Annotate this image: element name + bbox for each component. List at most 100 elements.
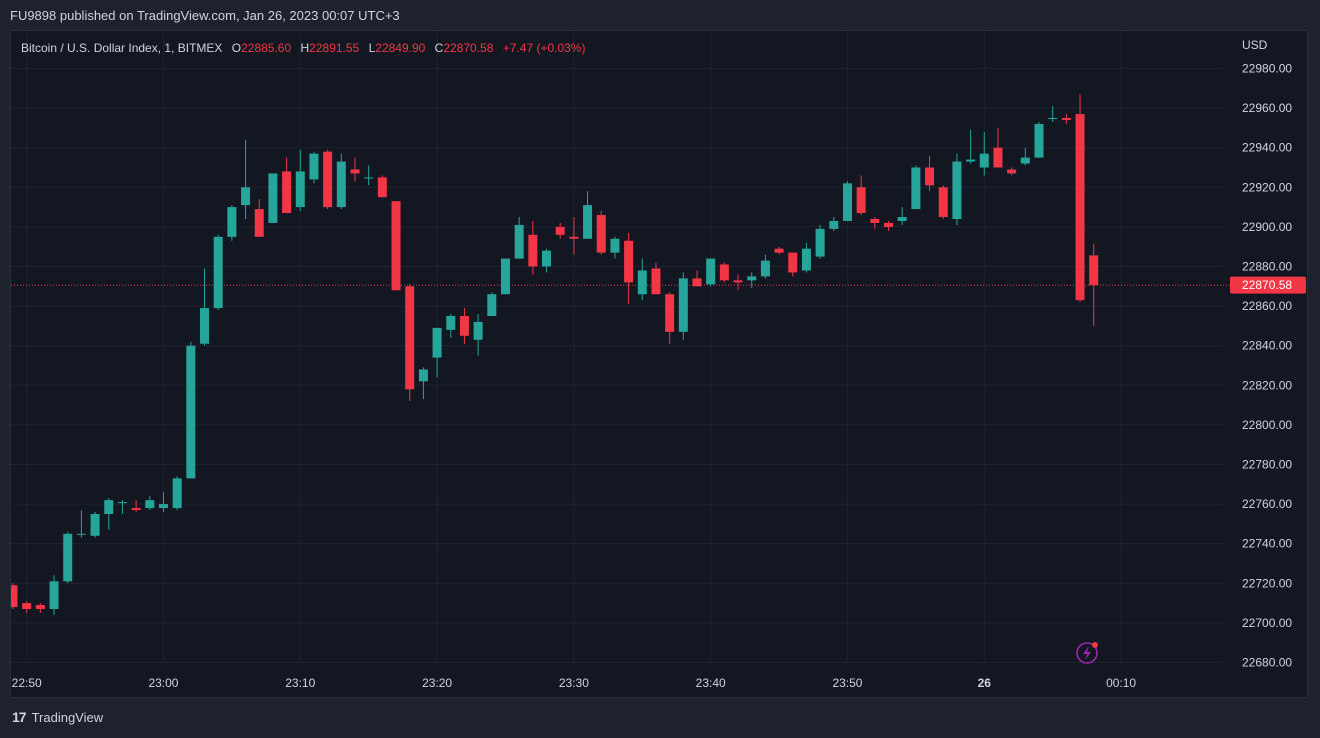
candle: [309, 151, 319, 184]
candle: [624, 232, 634, 305]
candle-body: [555, 226, 565, 235]
candle-body: [719, 264, 729, 281]
x-tick-label: 22:50: [12, 676, 42, 690]
candle-body: [1048, 118, 1058, 119]
candle: [336, 153, 346, 210]
candle: [1061, 114, 1071, 124]
y-tick-label: 22880.00: [1242, 260, 1292, 274]
y-tick-label: 22680.00: [1242, 656, 1292, 670]
change-value: +7.47 (+0.03%): [503, 41, 586, 55]
price-axis[interactable]: 22680.00 22700.00 22720.00 22740.00 22760.00…: [1242, 62, 1292, 670]
candle: [856, 175, 866, 216]
candle-body: [856, 187, 866, 214]
candle-body: [282, 171, 292, 214]
candle-body: [158, 504, 168, 509]
candle: [90, 512, 100, 538]
candle-body: [993, 147, 1003, 168]
candle-body: [391, 201, 401, 291]
candle: [131, 500, 141, 513]
candle-body: [446, 316, 456, 330]
candle-body: [500, 258, 510, 295]
candle: [692, 270, 702, 287]
y-tick-label: 22820.00: [1242, 378, 1292, 392]
candle-body: [117, 502, 127, 504]
candle: [1048, 106, 1058, 122]
candle-body: [49, 581, 59, 610]
candle-body: [76, 533, 86, 535]
candle-body: [1007, 169, 1017, 174]
candle: [733, 274, 743, 291]
x-tick-label: 23:40: [696, 676, 726, 690]
candle: [391, 201, 401, 291]
candle: [719, 262, 729, 283]
candle-body: [473, 321, 483, 340]
candle-body: [966, 159, 976, 162]
candle-body: [569, 236, 579, 239]
candle-body: [911, 167, 921, 210]
x-tick-label: 26: [978, 676, 992, 690]
candle-body: [801, 248, 811, 271]
candle: [801, 242, 811, 273]
low-label: L: [369, 41, 376, 55]
candle: [514, 217, 524, 259]
candle-body: [200, 308, 210, 344]
candle-body: [405, 286, 415, 390]
close-label: C: [435, 41, 444, 55]
grid: [11, 31, 1223, 663]
candle-body: [268, 173, 278, 223]
candle-body: [938, 187, 948, 217]
chart-frame[interactable]: 22680.00 22700.00 22720.00 22740.00 22760.00…: [8, 30, 1308, 698]
candle-body: [186, 345, 196, 479]
candle: [268, 173, 278, 223]
candle: [583, 191, 593, 239]
candle: [63, 531, 73, 584]
candle: [364, 165, 374, 186]
candle: [706, 258, 716, 287]
candle-body: [172, 478, 182, 509]
y-tick-label: 22900.00: [1242, 220, 1292, 234]
candle-body: [884, 222, 894, 227]
candle: [172, 476, 182, 511]
y-tick-label: 22800.00: [1242, 418, 1292, 432]
candlestick-chart[interactable]: 22680.00 22700.00 22720.00 22740.00 22760.00…: [8, 31, 1307, 697]
candle-body: [651, 268, 661, 295]
candle-body: [528, 234, 538, 267]
x-tick-label: 23:50: [832, 676, 862, 690]
candle: [870, 217, 880, 229]
candle: [788, 252, 798, 277]
candle: [254, 199, 264, 237]
currency-label: USD: [1242, 38, 1268, 52]
candle-body: [979, 153, 989, 168]
published-caption: FU9898 published on TradingView.com, Jan…: [10, 8, 400, 23]
time-axis[interactable]: 22:50 23:00 23:10 23:20 23:30 23:40 23:50 26 00:…: [12, 676, 1137, 690]
candle-body: [542, 250, 552, 267]
candle: [1075, 94, 1085, 303]
candle: [596, 211, 606, 255]
candle-body: [774, 248, 784, 253]
candle: [459, 308, 469, 344]
candle: [49, 575, 59, 615]
candle-body: [733, 280, 743, 283]
candle-body: [706, 258, 716, 285]
lightning-icon[interactable]: [1076, 642, 1098, 664]
candle: [323, 149, 333, 210]
open-label: O: [232, 41, 241, 55]
last-price-value: 22870.58: [1242, 278, 1292, 292]
candle: [473, 314, 483, 356]
y-tick-label: 22780.00: [1242, 458, 1292, 472]
candle: [117, 500, 127, 514]
candle-body: [1089, 255, 1099, 286]
candle: [815, 224, 825, 259]
candle: [678, 272, 688, 340]
candle-body: [692, 278, 702, 287]
candle: [528, 220, 538, 275]
candle-body: [788, 252, 798, 273]
candle: [158, 492, 168, 513]
candle-body: [1061, 118, 1071, 120]
candle: [760, 254, 770, 279]
candle: [637, 258, 647, 301]
x-tick-label: 23:20: [422, 676, 452, 690]
y-tick-label: 22980.00: [1242, 62, 1292, 76]
candle: [925, 155, 935, 192]
candle: [1034, 121, 1044, 158]
